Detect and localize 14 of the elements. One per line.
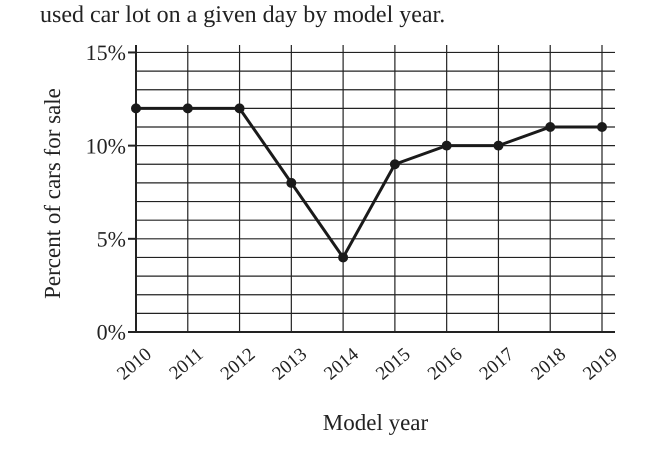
y-tick-label: 0% xyxy=(96,320,126,345)
y-tick-label: 15% xyxy=(86,40,126,66)
y-axis-title: Percent of cars for sale xyxy=(40,88,65,299)
x-axis-title: Model year xyxy=(322,410,429,435)
x-tick-label: 2018 xyxy=(527,344,570,384)
y-tick-label: 5% xyxy=(96,226,126,252)
x-tick-label: 2010 xyxy=(113,344,156,384)
x-tick-label: 2013 xyxy=(268,344,312,384)
x-tick-label: 2014 xyxy=(320,344,364,384)
y-tick-label: 10% xyxy=(86,133,126,158)
x-tick-label: 2011 xyxy=(165,344,208,384)
x-tick-label: 2019 xyxy=(579,344,622,384)
x-tick-label: 2012 xyxy=(216,344,260,384)
chart-title: used car lot on a given day by model year. xyxy=(40,2,446,28)
